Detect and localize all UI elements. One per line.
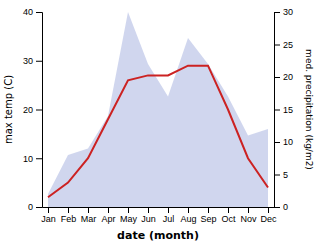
y-tick: 20: [23, 105, 42, 115]
y2-tick-label: 15: [283, 105, 293, 115]
y-tick-mark: [36, 110, 42, 111]
y2-axis-title: med. precipitation (kg/m2): [304, 49, 314, 170]
y2-tick: 15: [274, 105, 293, 115]
x-axis-title: date (month): [117, 229, 199, 242]
chart: Jan Feb Mar Apr MayJun Jul Aug Sep Oct NovDec 0 10 2…: [0, 0, 318, 247]
y-tick-mark: [36, 12, 42, 13]
x-tick-label: Mar: [81, 214, 97, 224]
x-tick-label: Aug: [180, 214, 196, 224]
axis-line: [275, 13, 281, 208]
x-tick-label: Jun: [141, 214, 156, 224]
x-tick-mark: [128, 207, 129, 213]
y2-tick: 10: [274, 137, 293, 147]
x-tick-mark: [88, 207, 89, 213]
plot: Jan Feb Mar Apr MayJun Jul Aug Sep Oct NovDec 0 10 2…: [3, 7, 314, 242]
x-tick: Mar: [81, 207, 97, 224]
y2-tick: 30: [274, 7, 293, 17]
x-tick-label: Dec: [260, 214, 277, 224]
x-tick-mark: [248, 207, 249, 213]
x-tick-mark: [108, 207, 109, 213]
y-axis: 0 10 20 30 40: [23, 7, 43, 212]
y2-tick-mark: [274, 110, 280, 111]
y2-tick-label: 10: [283, 137, 293, 147]
x-tick-label: Jul: [163, 214, 175, 224]
x-tick-mark: [148, 207, 149, 213]
x-tick-mark: [188, 207, 189, 213]
x-tick-label: May: [120, 214, 138, 224]
y2-tick-label: 20: [283, 72, 293, 82]
y-tick-label: 0: [28, 202, 33, 212]
y-tick: 30: [23, 56, 42, 66]
y2-tick-mark: [274, 45, 280, 46]
y-tick-label: 10: [23, 154, 33, 164]
x-tick: May: [120, 207, 138, 224]
x-tick-mark: [268, 207, 269, 213]
x-tick: Feb: [61, 207, 77, 224]
axis-line: [43, 207, 275, 208]
y-tick-mark: [36, 158, 42, 159]
y2-tick-mark: [274, 175, 280, 176]
y-tick-mark: [36, 61, 42, 62]
x-tick-mark: [208, 207, 209, 213]
y2-tick-label: 30: [283, 7, 293, 17]
y2-tick-mark: [274, 77, 280, 78]
y2-tick-mark: [274, 142, 280, 143]
x-tick-label: Oct: [221, 214, 236, 224]
x-tick-mark: [68, 207, 69, 213]
y2-axis: 0 5 10 15 20 25 30: [274, 7, 293, 212]
y-tick-label: 30: [23, 56, 33, 66]
y2-tick: 0: [274, 202, 288, 212]
y2-tick-label: 5: [283, 170, 288, 180]
y2-tick: 5: [274, 170, 288, 180]
x-tick: Apr: [101, 207, 115, 224]
x-tick-label: Feb: [61, 214, 77, 224]
y-tick-label: 40: [23, 7, 33, 17]
x-tick-label: Sep: [200, 214, 216, 224]
x-tick-mark: [48, 207, 49, 213]
x-axis: Jan Feb Mar Apr MayJun Jul Aug Sep Oct NovDec: [41, 207, 277, 224]
precipitation-area: [48, 12, 268, 207]
x-tick: Nov: [240, 207, 257, 224]
x-tick: Jun: [141, 207, 156, 224]
y-tick-label: 20: [23, 105, 33, 115]
x-tick: Dec: [260, 207, 277, 224]
x-tick: Oct: [221, 207, 236, 224]
y2-tick: 25: [274, 40, 293, 50]
y-axis-title: max temp (C): [3, 75, 14, 144]
y2-tick: 20: [274, 72, 293, 82]
x-tick: Aug: [180, 207, 196, 224]
y2-tick-mark: [274, 207, 280, 208]
y2-tick-label: 0: [283, 202, 288, 212]
x-tick: Sep: [200, 207, 216, 224]
x-tick: Jul: [163, 207, 175, 224]
temperature-line: [48, 66, 268, 198]
x-tick-label: Nov: [240, 214, 257, 224]
axis-line: [36, 13, 43, 208]
y-tick: 10: [23, 154, 42, 164]
x-tick-mark: [168, 207, 169, 213]
x-tick: Jan: [41, 207, 56, 224]
marks: [48, 12, 268, 207]
y2-tick-label: 25: [283, 40, 293, 50]
x-tick-mark: [228, 207, 229, 213]
x-tick-label: Jan: [41, 214, 56, 224]
y-tick: 0: [28, 202, 42, 212]
y-tick: 40: [23, 7, 42, 17]
x-tick-label: Apr: [101, 214, 115, 224]
y2-tick-mark: [274, 12, 280, 13]
y-tick-mark: [36, 207, 42, 208]
